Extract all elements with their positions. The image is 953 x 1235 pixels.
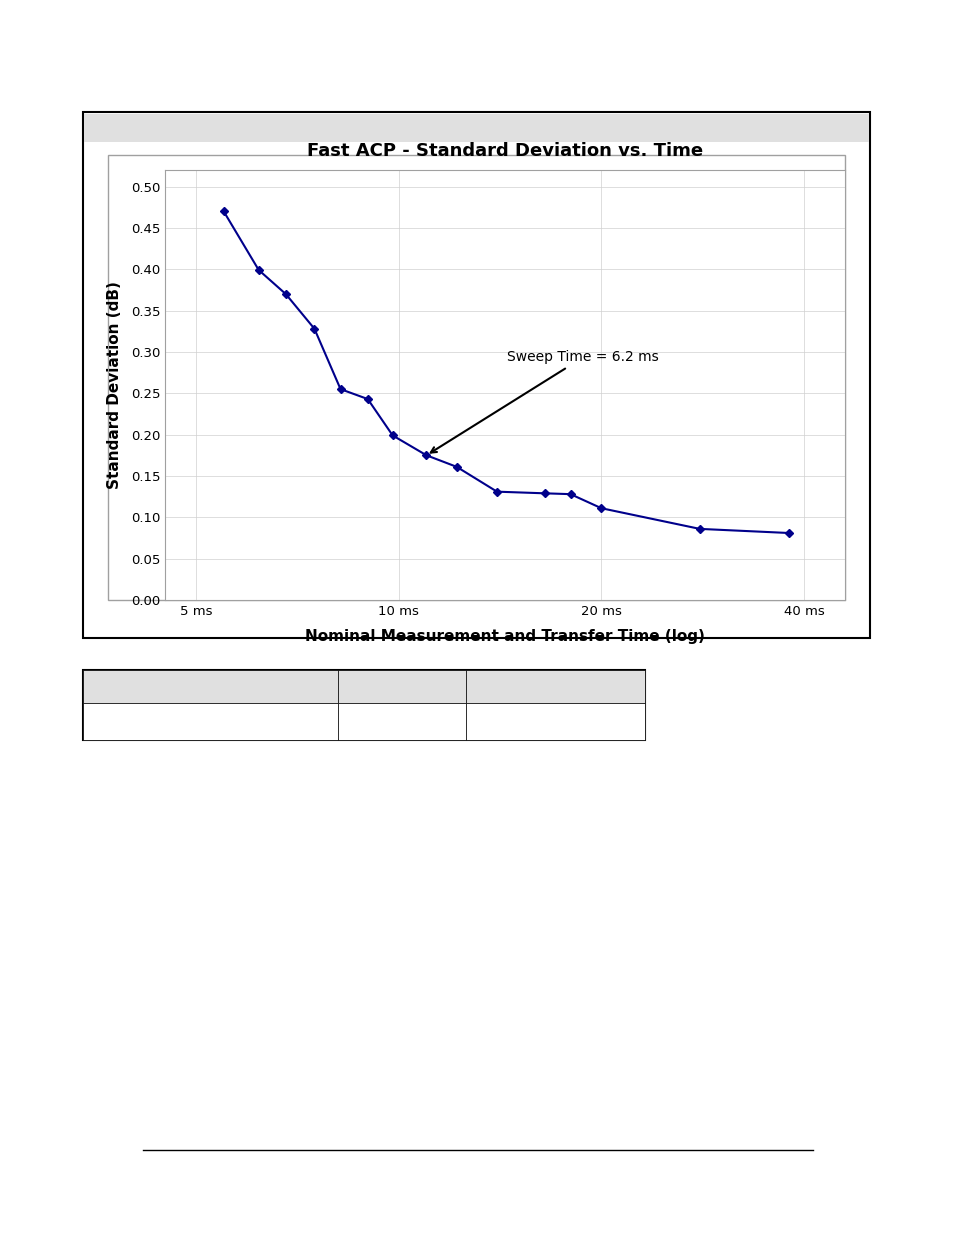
Bar	[83, 671, 644, 740]
Bar	[465, 703, 644, 740]
Bar	[337, 671, 465, 703]
X-axis label: Nominal Measurement and Transfer Time (log): Nominal Measurement and Transfer Time (l…	[305, 629, 704, 643]
Bar	[108, 156, 844, 600]
Bar	[83, 671, 337, 703]
Bar	[83, 703, 337, 740]
Bar	[84, 114, 868, 142]
Bar	[83, 112, 869, 638]
Bar	[337, 703, 465, 740]
Text: Sweep Time = 6.2 ms: Sweep Time = 6.2 ms	[431, 351, 659, 452]
Bar	[465, 671, 644, 703]
Y-axis label: Standard Deviation (dB): Standard Deviation (dB)	[107, 282, 122, 489]
Title: Fast ACP - Standard Deviation vs. Time: Fast ACP - Standard Deviation vs. Time	[307, 142, 702, 161]
